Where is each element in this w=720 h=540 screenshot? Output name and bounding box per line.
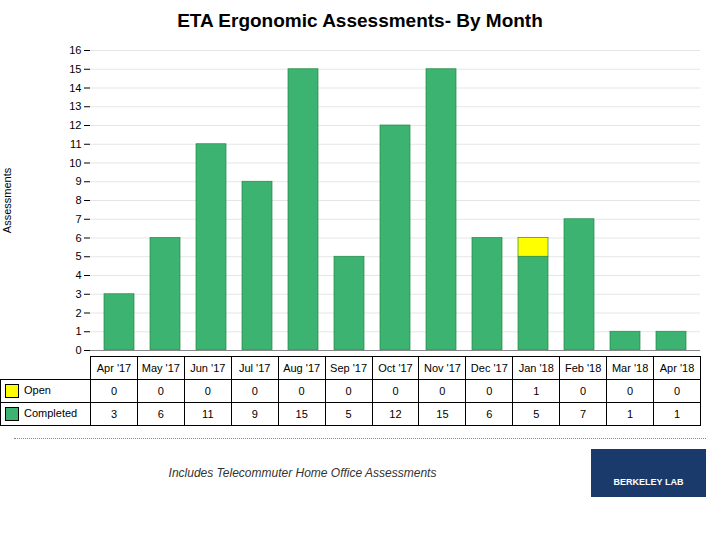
html-text:Oct '17: Oct '17 [378,362,413,374]
html-text:Nov '17: Nov '17 [423,362,461,374]
svg-text:10: 10 [69,157,81,169]
html-text:6: 6 [486,408,493,420]
svg-text:6: 6 [75,232,81,244]
html-text:Sep '17: Sep '17 [330,362,367,374]
html-text:Aug '17: Aug '17 [283,362,321,374]
html-text:0: 0 [580,385,587,397]
svg-text:14: 14 [69,82,81,94]
html-text:5: 5 [533,408,540,420]
html-text:6: 6 [157,408,164,420]
html-text:0: 0 [345,385,352,397]
svg-text:5: 5 [75,250,81,262]
html-text:3: 3 [110,408,117,420]
html-text:Includes Telecommuter Home Off: Includes Telecommuter Home Office Assess… [168,466,437,480]
html-text:5: 5 [345,408,352,420]
svg-text:1: 1 [75,325,81,337]
svg-text:Assessments: Assessments [1,167,13,233]
svg-text:2: 2 [75,307,81,319]
html-text:0: 0 [674,385,681,397]
svg-text:7: 7 [75,213,81,225]
html-text:11: 11 [202,408,214,420]
html-text:0: 0 [251,385,258,397]
html-text:15: 15 [436,408,449,420]
svg-text:12: 12 [69,119,81,131]
svg-text:4: 4 [75,269,81,281]
html-text:Apr '18: Apr '18 [659,362,695,374]
svg-text:15: 15 [69,63,81,75]
html-text:0: 0 [157,385,164,397]
html-text:0: 0 [204,385,211,397]
html-text:Completed: Completed [24,407,78,419]
html-text:Mar '18: Mar '18 [611,362,649,374]
html-text:0: 0 [392,385,399,397]
html-text:0: 0 [110,385,117,397]
html-text:Jan '18: Jan '18 [518,362,554,374]
html-text:Feb '18: Feb '18 [565,362,602,374]
html-text:ETA Ergonomic Assessments- By: ETA Ergonomic Assessments- By Month [177,10,543,31]
svg-text:8: 8 [75,194,81,206]
svg-text:13: 13 [69,100,81,112]
html-text:Apr '17: Apr '17 [96,362,132,374]
html-text:1: 1 [533,385,540,397]
html-text:May '17: May '17 [141,362,180,374]
svg-text:16: 16 [69,44,81,56]
html-text:Jun '17: Jun '17 [190,362,226,374]
svg-text:9: 9 [75,175,81,187]
html-text:0: 0 [298,385,305,397]
html-text:Dec '17: Dec '17 [470,362,508,374]
html-text:7: 7 [580,408,587,420]
html-text:1: 1 [627,408,634,420]
html-text:0: 0 [627,385,634,397]
html-text:9: 9 [251,408,258,420]
svg-text:3: 3 [75,288,81,300]
html-text:1: 1 [674,408,681,420]
html-text:15: 15 [295,408,308,420]
svg-text:0: 0 [75,344,81,356]
html-text:12: 12 [389,408,402,420]
html-text:0: 0 [439,385,446,397]
html-text:BERKELEY LAB: BERKELEY LAB [613,477,684,487]
html-text:Open: Open [24,384,51,396]
html-text:Jul '17: Jul '17 [239,362,271,374]
svg-text:11: 11 [70,138,81,150]
html-text:0: 0 [486,385,493,397]
